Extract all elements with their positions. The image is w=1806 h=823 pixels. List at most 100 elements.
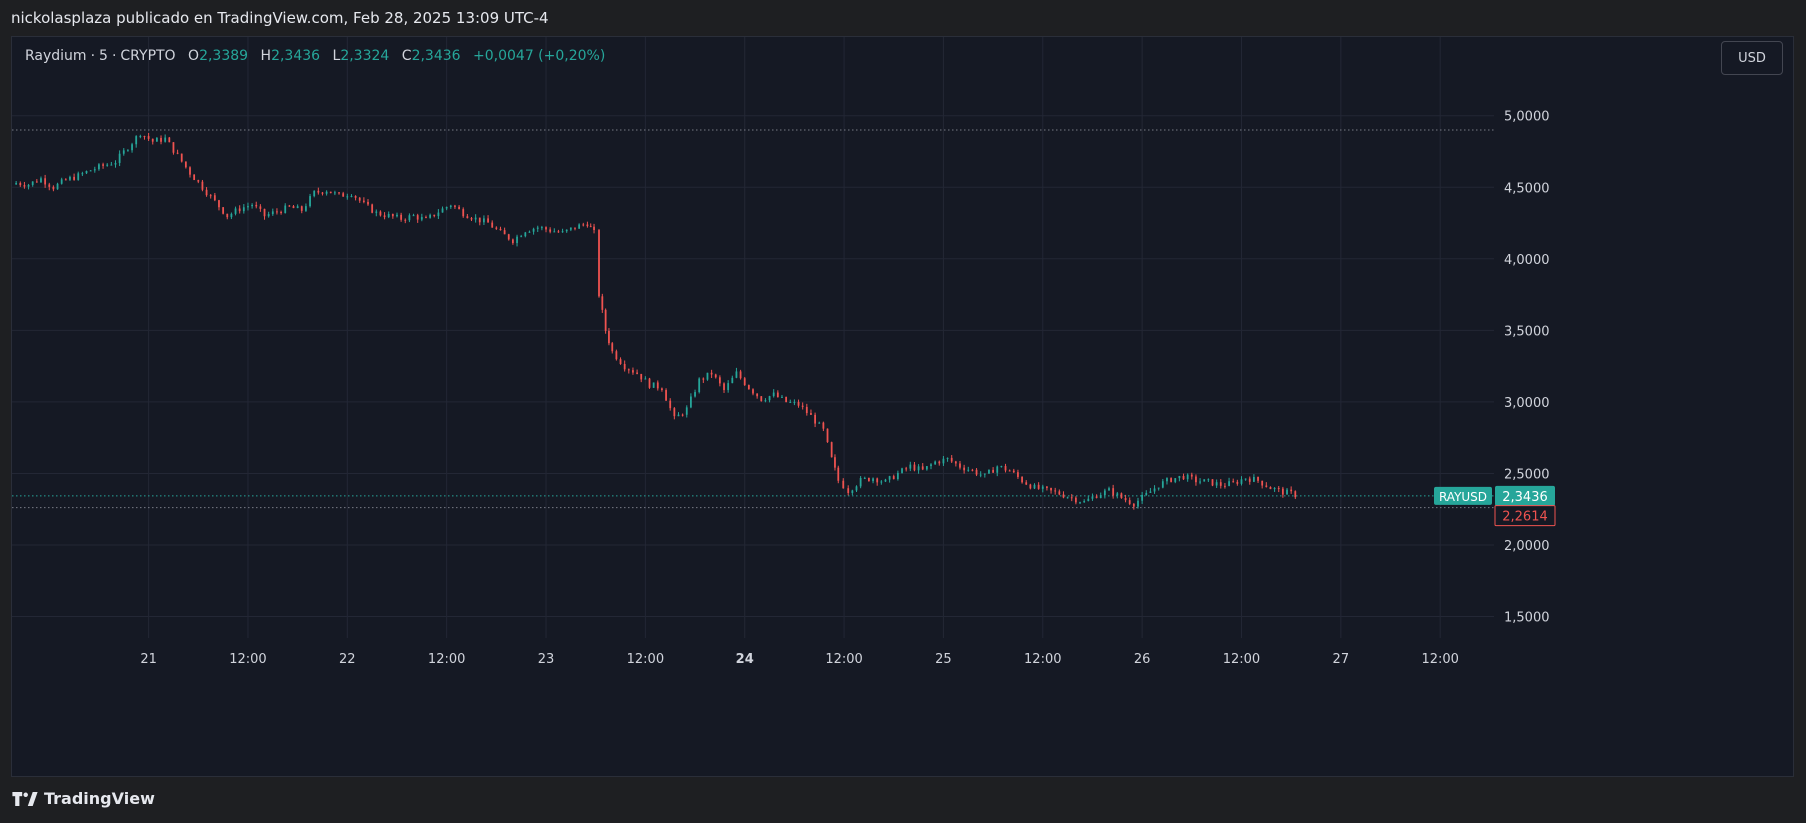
legend-high-value: 2,3436	[271, 48, 321, 64]
candle-body	[325, 191, 328, 194]
candle-body	[1108, 488, 1110, 491]
candle-body	[934, 461, 937, 465]
candle-body	[168, 137, 171, 143]
candle-body	[27, 184, 30, 187]
candle-body	[1161, 481, 1164, 488]
candle-body	[983, 473, 986, 475]
candle-body	[429, 214, 432, 218]
currency-button[interactable]: USD	[1721, 41, 1783, 75]
candle-body	[483, 218, 485, 223]
candle-body	[946, 457, 949, 459]
candle-body	[598, 230, 600, 297]
candle-body	[255, 204, 258, 207]
y-tick-label: 2,5000	[1504, 467, 1550, 482]
candle-body	[122, 150, 125, 154]
candle-body	[805, 406, 808, 414]
candle-body	[569, 227, 572, 230]
candle-body	[375, 211, 378, 213]
candle-body	[511, 239, 514, 244]
candle-body	[963, 467, 966, 471]
candle-body	[685, 407, 688, 415]
candle-body	[230, 213, 233, 218]
candle-body	[979, 474, 982, 476]
candle-body	[433, 214, 436, 217]
candle-body	[259, 206, 262, 209]
tradingview-footer[interactable]: TradingView	[12, 789, 155, 808]
candle-body	[1207, 479, 1210, 481]
candle-body	[1186, 474, 1189, 480]
candle-body	[669, 400, 672, 409]
candle-body	[615, 351, 618, 360]
candle-body	[1182, 475, 1185, 480]
legend-low-key: L	[332, 48, 341, 64]
candle-body	[884, 479, 887, 482]
candle-body	[632, 370, 634, 373]
chart-pane[interactable]: Raydium · 5 · CRYPTO O2,3389 H2,3436 L2,3324…	[11, 36, 1794, 777]
candle-body	[226, 213, 229, 218]
candle-body	[193, 174, 196, 181]
candle-body	[44, 178, 47, 185]
x-tick-label: 22	[339, 652, 356, 667]
candle-body	[89, 170, 92, 172]
candle-body	[1004, 466, 1007, 471]
legend-interval[interactable]: 5	[99, 48, 108, 64]
candle-body	[1025, 482, 1028, 485]
candle-body	[532, 228, 535, 232]
candle-body	[77, 173, 80, 180]
x-tick-label: 24	[736, 652, 754, 667]
y-tick-label: 3,5000	[1504, 324, 1550, 339]
candle-body	[1211, 479, 1214, 486]
footer-brand: TradingView	[44, 789, 155, 808]
candle-body	[880, 481, 883, 483]
legend-symbol[interactable]: Raydium	[25, 48, 87, 64]
tradingview-logo-icon	[12, 791, 38, 806]
candle-body	[1294, 491, 1297, 498]
candle-body	[818, 422, 821, 424]
y-tick-label: 4,5000	[1504, 181, 1550, 196]
legend-change: +0,0047 (+0,20%)	[473, 48, 606, 64]
candle-body	[147, 136, 150, 139]
legend-close-value: 2,3436	[411, 48, 461, 64]
candle-body	[102, 164, 104, 166]
candle-body	[106, 164, 109, 166]
y-tick-label: 1,5000	[1504, 611, 1550, 626]
candle-body	[640, 373, 643, 380]
candle-body	[834, 457, 836, 468]
candle-body	[184, 161, 187, 168]
candle-body	[545, 227, 547, 230]
candle-body	[404, 219, 407, 221]
candle-body	[681, 414, 684, 416]
candle-body	[23, 185, 26, 187]
x-tick-label: 21	[140, 652, 157, 667]
x-tick-label: 12:00	[1421, 652, 1458, 667]
y-tick-label: 2,0000	[1504, 539, 1550, 554]
candle-body	[449, 205, 452, 208]
plot-background	[12, 37, 1793, 776]
candle-body	[93, 169, 96, 171]
candle-body	[31, 181, 34, 185]
candle-body	[810, 413, 812, 415]
candle-body	[251, 204, 254, 207]
candle-body	[176, 152, 179, 154]
candle-body	[420, 217, 423, 220]
candle-body	[1041, 486, 1044, 489]
candle-body	[690, 396, 692, 408]
candle-body	[1062, 494, 1065, 498]
candle-body	[863, 477, 866, 479]
candle-body	[1248, 478, 1251, 482]
candle-body	[1290, 489, 1293, 492]
candle-body	[127, 150, 129, 152]
candle-body	[1232, 481, 1235, 483]
candle-body	[731, 377, 734, 384]
candle-body	[379, 211, 382, 216]
candle-body	[151, 138, 154, 142]
candle-body	[528, 231, 531, 233]
price-chart[interactable]: 5,0000 4,5000 4,0000 3,5000 3,0000 2,5000 2,00…	[12, 37, 1793, 776]
candle-body	[665, 390, 667, 401]
candle-body	[1145, 492, 1148, 495]
candle-body	[992, 469, 995, 473]
candle-body	[1199, 481, 1201, 483]
candle-body	[702, 378, 705, 380]
candle-body	[975, 469, 978, 475]
candle-body	[1120, 493, 1123, 499]
